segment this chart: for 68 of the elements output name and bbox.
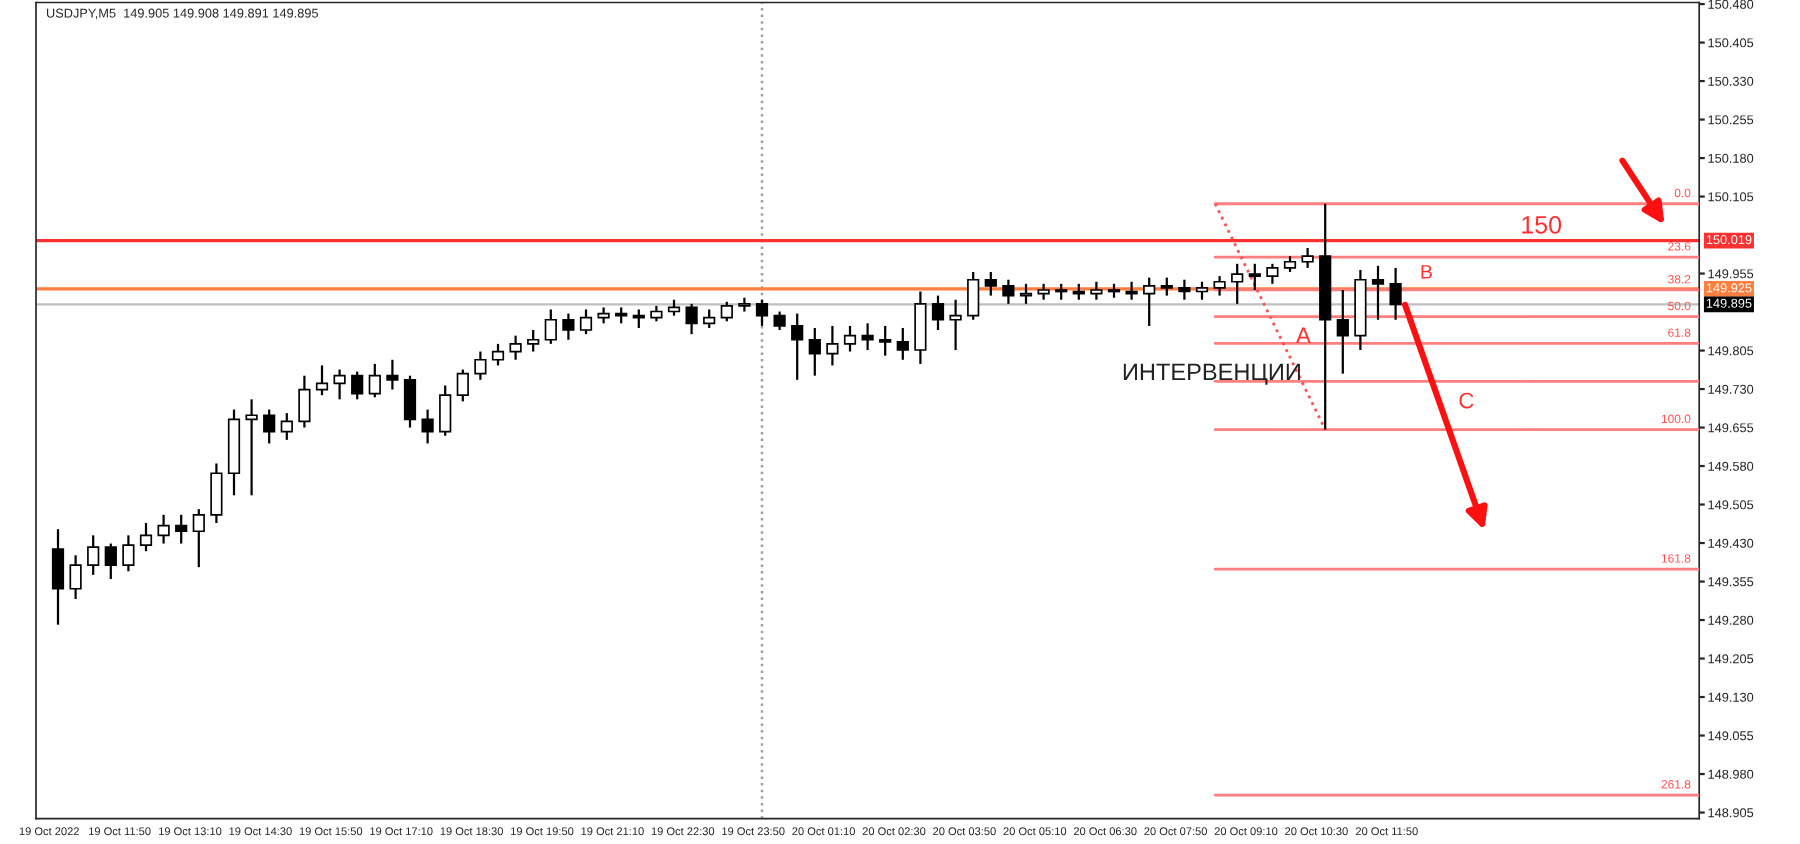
candlestick: [474, 350, 487, 381]
candlestick: [386, 358, 399, 391]
candlestick: [351, 370, 364, 401]
candlestick: [738, 296, 751, 313]
candlestick: [139, 521, 153, 553]
candlestick: [157, 513, 170, 545]
candlestick: [245, 398, 258, 497]
annotation: ИНТЕРВЕНЦИИ: [1123, 363, 1300, 385]
candlestick: [122, 534, 135, 573]
candlestick: [210, 462, 223, 525]
candlestick: [632, 308, 645, 330]
candlestick: [984, 270, 997, 297]
annotation: A: [1295, 327, 1311, 343]
candlestick: [368, 362, 381, 399]
candlestick: [439, 384, 452, 437]
candlestick: [685, 302, 698, 336]
candlestick: [51, 528, 65, 626]
candlestick: [808, 326, 821, 377]
candlestick: [826, 324, 839, 367]
candlestick: [491, 342, 505, 367]
candlestick: [1336, 288, 1349, 375]
candlestick: [755, 298, 769, 328]
candlestick: [456, 368, 469, 403]
candlestick: [544, 308, 557, 345]
candlestick: [403, 374, 417, 429]
candlestick: [192, 508, 205, 569]
annotation: 150: [1522, 215, 1562, 234]
candlestick: [861, 322, 874, 352]
candlestick: [896, 326, 909, 361]
candlestick: [967, 270, 980, 321]
candlestick: [843, 324, 857, 353]
candlestick: [315, 364, 329, 397]
candlestick: [949, 298, 962, 352]
candlestick: [562, 312, 575, 341]
candlestick: [703, 308, 716, 330]
candlestick: [104, 542, 117, 581]
candlestick: [1248, 262, 1261, 292]
candlestick: [1002, 278, 1015, 305]
candlestick: [298, 374, 311, 429]
candlestick: [263, 408, 276, 445]
candlestick: [720, 300, 733, 323]
candlestick: [1178, 278, 1191, 301]
candlestick: [69, 554, 82, 601]
candlestick: [579, 308, 593, 336]
candlestick: [333, 368, 346, 401]
candlestick: [175, 513, 188, 545]
candlestick: [280, 412, 293, 441]
candlestick: [87, 534, 100, 576]
annotation: C: [1459, 392, 1474, 409]
candlestick: [1037, 282, 1050, 301]
candlestick: [1125, 280, 1138, 301]
candlestick: [1213, 275, 1226, 297]
annotation: B: [1421, 265, 1432, 279]
candlestick: [773, 310, 786, 332]
candlestick: [527, 328, 540, 353]
candlestick: [1266, 262, 1279, 285]
candlestick: [1371, 264, 1385, 321]
candlestick: [879, 324, 892, 357]
candlestick: [1090, 280, 1103, 301]
candlestick: [931, 294, 945, 332]
candlestick: [421, 408, 434, 445]
candlestick: [914, 290, 927, 366]
candlestick: [1389, 266, 1402, 321]
candlestick: [1301, 246, 1314, 270]
candlestick: [1143, 276, 1156, 328]
candlestick: [509, 334, 522, 361]
candlestick: [1231, 262, 1244, 305]
candlestick: [791, 312, 804, 381]
